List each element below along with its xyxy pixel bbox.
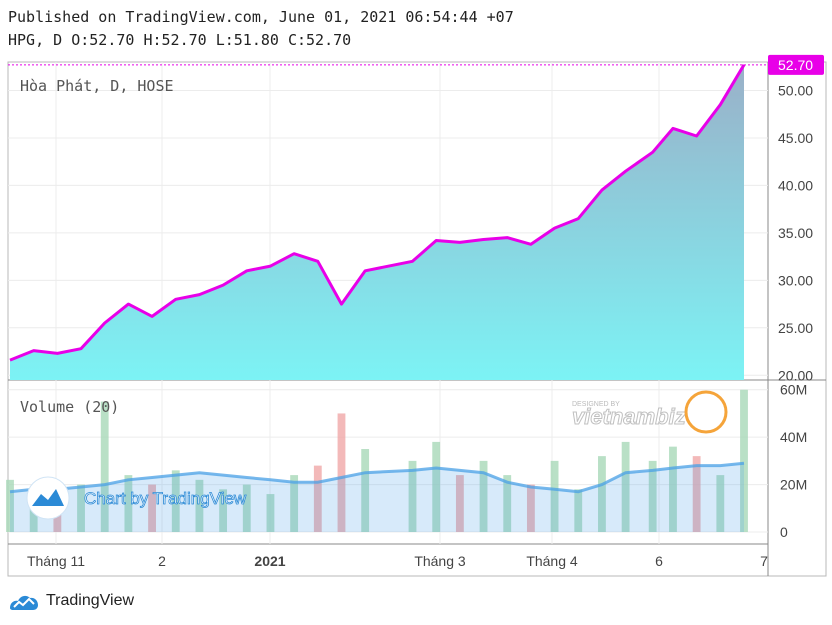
tradingview-logo-icon xyxy=(10,595,38,610)
time-tick-label: Tháng 11 xyxy=(27,553,85,569)
volume-bar xyxy=(6,479,14,532)
volume-bar xyxy=(171,470,180,532)
time-tick-label: 6 xyxy=(655,553,663,569)
volume-bar xyxy=(550,460,559,532)
volume-bar xyxy=(648,460,657,532)
volume-ma-area xyxy=(10,463,744,532)
time-tick-label: 7 xyxy=(760,553,768,569)
chart-by-tradingview-badge[interactable]: Chart by TradingView xyxy=(26,476,247,520)
last-price-tag: 52.70 xyxy=(768,54,824,75)
price-tick-label: 25.00 xyxy=(778,320,813,336)
time-axis: Tháng 11 2 2021 Tháng 3 Tháng 4 6 7 xyxy=(27,553,768,569)
chart-canvas[interactable]: 20.00 25.00 30.00 35.00 40.00 45.00 50.00 0 20M… xyxy=(0,0,832,590)
price-axis: 20.00 25.00 30.00 35.00 40.00 45.00 50.00 xyxy=(778,82,813,383)
watermark-ring xyxy=(684,390,728,434)
volume-tick-label: 0 xyxy=(780,524,788,540)
price-tick-label: 45.00 xyxy=(778,130,813,146)
volume-bar xyxy=(503,475,512,532)
volume-bar xyxy=(432,441,441,532)
volume-bar xyxy=(669,446,677,532)
volume-bar xyxy=(574,489,583,532)
volume-bar xyxy=(408,460,417,532)
time-tick-label: Tháng 4 xyxy=(526,553,578,569)
volume-bar xyxy=(100,401,109,532)
published-line: Published on TradingView.com, June 01, 2… xyxy=(8,8,514,26)
chart-header: Published on TradingView.com, June 01, 2… xyxy=(8,6,514,52)
footer-brand-text: TradingView xyxy=(46,592,135,609)
vietnambiz-watermark: DESIGNED BY vietnambiz xyxy=(572,390,728,434)
symbol-label: Hòa Phát, D, HOSE xyxy=(20,77,174,95)
volume-bar xyxy=(621,441,630,532)
volume-bar xyxy=(219,489,228,532)
volume-tick-label: 40M xyxy=(780,429,807,445)
volume-bar xyxy=(740,389,748,532)
volume-bar xyxy=(337,413,346,532)
chart-by-label: Chart by TradingView xyxy=(84,489,247,508)
time-tick-label: 2 xyxy=(158,553,166,569)
volume-bar xyxy=(77,484,85,532)
ohlc-line: HPG, D O:52.70 H:52.70 L:51.80 C:52.70 xyxy=(8,31,352,49)
volume-bar xyxy=(290,475,299,532)
volume-axis: 0 20M 40M 60M xyxy=(780,382,807,540)
volume-bars xyxy=(6,389,748,532)
price-tick-label: 35.00 xyxy=(778,225,813,241)
volume-bar xyxy=(526,484,535,532)
volume-bar xyxy=(455,475,464,532)
volume-bar xyxy=(361,449,370,532)
volume-bar xyxy=(313,465,322,532)
price-tick-label: 30.00 xyxy=(778,272,813,288)
price-area-fill xyxy=(10,64,744,381)
last-price-badge xyxy=(768,54,824,75)
price-tick-label: 20.00 xyxy=(778,367,813,383)
volume-ma-line xyxy=(9,461,745,494)
time-tick-label: Tháng 3 xyxy=(414,553,466,569)
volume-bar xyxy=(124,475,133,532)
tradingview-footer-logo[interactable]: TradingView xyxy=(8,590,134,612)
price-tick-label: 40.00 xyxy=(778,177,813,193)
tradingview-cloud-icon xyxy=(26,476,70,520)
time-tick-label: 2021 xyxy=(254,553,285,569)
price-line xyxy=(9,64,746,362)
volume-bar xyxy=(148,484,156,532)
last-price-label: 52.70 xyxy=(778,57,813,73)
cloud-glyph-icon xyxy=(32,489,64,506)
volume-tick-label: 60M xyxy=(780,382,807,398)
volume-bar xyxy=(716,475,725,532)
watermark-text: vietnambiz xyxy=(572,404,686,429)
volume-bar xyxy=(479,460,488,532)
volume-bar xyxy=(266,494,275,532)
volume-bar xyxy=(692,456,701,532)
volume-grid xyxy=(8,389,768,533)
volume-bar xyxy=(598,456,606,532)
price-tick-label: 50.00 xyxy=(778,82,813,98)
volume-bar xyxy=(242,484,251,532)
watermark-small-text: DESIGNED BY xyxy=(572,401,620,408)
volume-tick-label: 20M xyxy=(780,477,807,493)
volume-bar xyxy=(195,479,204,532)
volume-label: Volume (20) xyxy=(20,398,119,416)
